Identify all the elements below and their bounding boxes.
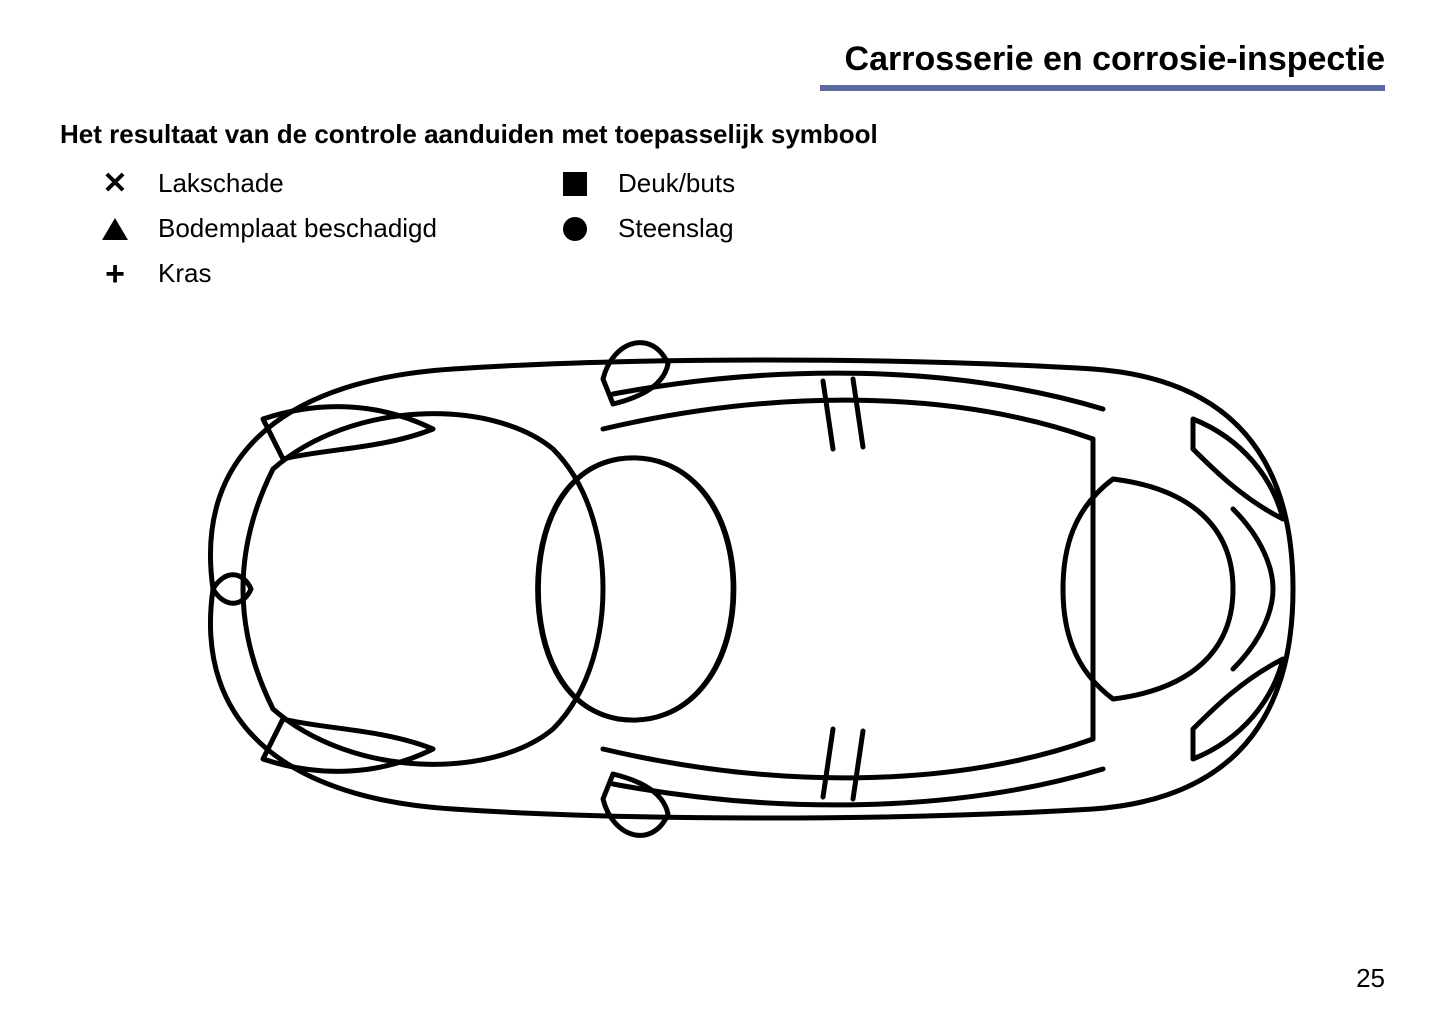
car-top-view-icon	[133, 309, 1313, 869]
page-title: Carrosserie en corrosie-inspectie	[845, 40, 1385, 79]
plus-icon: +	[100, 259, 130, 289]
legend-item-bodemplaat: Bodemplaat beschadigd	[100, 213, 520, 244]
header-row: Carrosserie en corrosie-inspectie	[60, 40, 1385, 79]
legend: ✕ Lakschade Deuk/buts Bodemplaat beschad…	[100, 168, 1385, 289]
header-underline	[820, 85, 1385, 91]
legend-item-deuk: Deuk/buts	[560, 168, 980, 199]
page-number: 25	[1356, 963, 1385, 994]
legend-item-steenslag: Steenslag	[560, 213, 980, 244]
legend-label: Steenslag	[618, 213, 734, 244]
legend-item-kras: + Kras	[100, 258, 520, 289]
legend-label: Bodemplaat beschadigd	[158, 213, 437, 244]
inspection-page: Carrosserie en corrosie-inspectie Het re…	[0, 0, 1445, 1018]
legend-label: Kras	[158, 258, 211, 289]
car-diagram-wrap	[60, 309, 1385, 869]
legend-label: Lakschade	[158, 168, 284, 199]
instruction-text: Het resultaat van de controle aanduiden …	[60, 119, 1385, 150]
circle-icon	[560, 214, 590, 244]
square-icon	[560, 169, 590, 199]
x-icon: ✕	[100, 169, 130, 199]
legend-label: Deuk/buts	[618, 168, 735, 199]
triangle-icon	[100, 214, 130, 244]
legend-item-lakschade: ✕ Lakschade	[100, 168, 520, 199]
